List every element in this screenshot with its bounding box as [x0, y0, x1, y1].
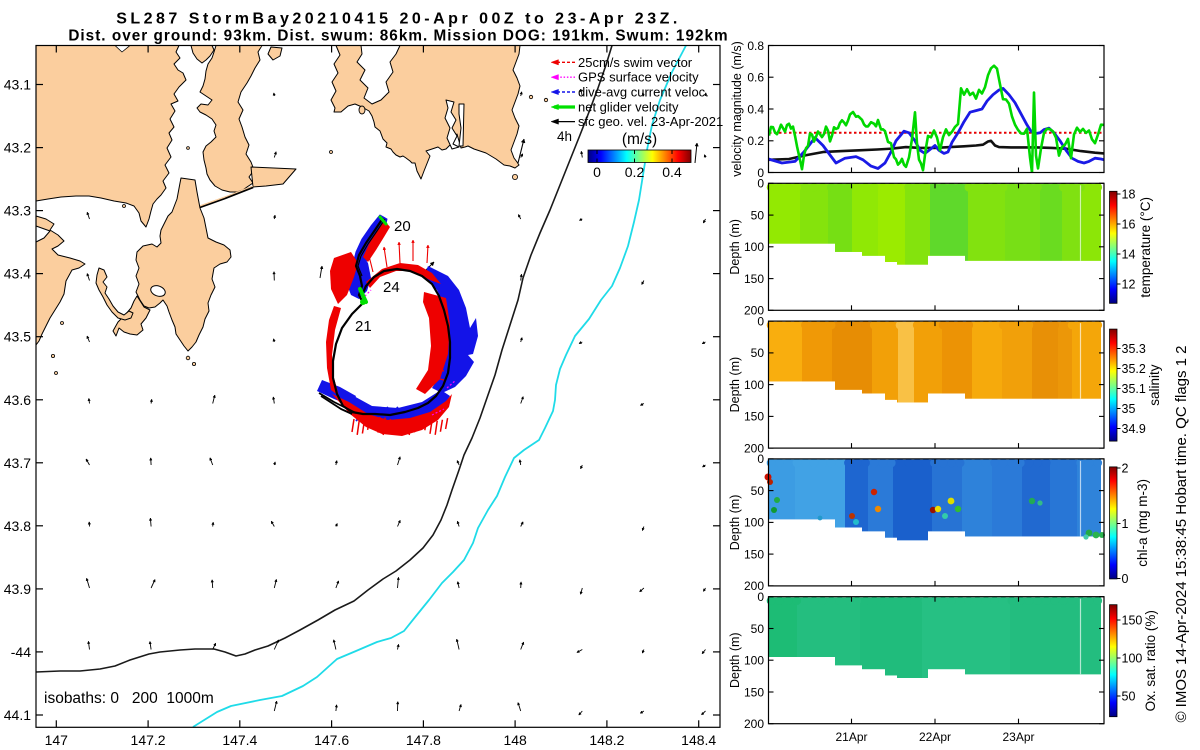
svg-text:0.4: 0.4 [747, 102, 764, 116]
svg-text:1: 1 [1122, 517, 1129, 531]
svg-text:Depth (m): Depth (m) [728, 219, 742, 275]
svg-text:150: 150 [744, 547, 764, 561]
svg-text:43.8: 43.8 [4, 518, 31, 534]
svg-text:22Apr: 22Apr [919, 730, 951, 744]
svg-text:dive-avg current veloc.: dive-avg current veloc. [578, 85, 709, 100]
svg-text:4h: 4h [557, 129, 572, 144]
svg-text:43.2: 43.2 [4, 140, 31, 156]
svg-text:0.4: 0.4 [662, 164, 682, 180]
svg-text:net glider velocity: net glider velocity [578, 100, 679, 115]
svg-text:200: 200 [744, 579, 764, 593]
svg-text:Depth (m): Depth (m) [728, 632, 742, 688]
svg-text:0: 0 [757, 452, 764, 466]
svg-text:0: 0 [757, 314, 764, 328]
svg-text:43.3: 43.3 [4, 203, 31, 219]
svg-text:200: 200 [744, 304, 764, 318]
svg-text:150: 150 [744, 685, 764, 699]
svg-text:12: 12 [1122, 278, 1136, 292]
svg-text:148: 148 [503, 732, 527, 748]
svg-text:100: 100 [744, 654, 764, 668]
svg-text:35: 35 [1122, 402, 1136, 416]
svg-text:Dist. over ground: 93km. Dist.: Dist. over ground: 93km. Dist. swum: 86k… [68, 28, 728, 45]
svg-text:0.2: 0.2 [625, 164, 645, 180]
svg-text:18: 18 [1122, 188, 1136, 202]
svg-text:21Apr: 21Apr [835, 730, 867, 744]
svg-text:Depth (m): Depth (m) [728, 495, 742, 551]
svg-text:35.1: 35.1 [1122, 382, 1146, 396]
svg-text:-44: -44 [11, 644, 31, 660]
svg-text:35.2: 35.2 [1122, 362, 1146, 376]
svg-text:20: 20 [394, 218, 411, 235]
svg-text:43.7: 43.7 [4, 455, 31, 471]
svg-text:23Apr: 23Apr [1002, 730, 1034, 744]
svg-text:100: 100 [744, 516, 764, 530]
svg-text:SL287 StormBay20210415 20-Apr: SL287 StormBay20210415 20-Apr 00Z to 23-… [116, 11, 681, 28]
svg-text:isobaths: 0 200 1000m: isobaths: 0 200 1000m [44, 690, 214, 707]
svg-text:0.8: 0.8 [747, 39, 764, 53]
svg-text:GPS surface velocity: GPS surface velocity [578, 70, 699, 85]
svg-text:34.9: 34.9 [1122, 422, 1146, 436]
svg-text:(m/s): (m/s) [622, 131, 657, 148]
svg-text:Depth (m): Depth (m) [728, 357, 742, 413]
svg-text:147.8: 147.8 [406, 732, 441, 748]
svg-text:2: 2 [1122, 462, 1129, 476]
svg-text:147.2: 147.2 [131, 732, 166, 748]
svg-text:salinity: salinity [1147, 364, 1162, 406]
svg-text:velocity magnitude (m/s): velocity magnitude (m/s) [730, 41, 744, 176]
svg-text:© IMOS 14-Apr-2024 15:38:45 Ho: © IMOS 14-Apr-2024 15:38:45 Hobart time.… [1173, 345, 1190, 722]
svg-text:44.1: 44.1 [4, 707, 31, 723]
svg-text:148.2: 148.2 [589, 732, 624, 748]
svg-text:200: 200 [744, 441, 764, 455]
svg-text:chl-a (mg m-3): chl-a (mg m-3) [1135, 479, 1150, 567]
svg-text:148.4: 148.4 [681, 732, 716, 748]
svg-text:0: 0 [1122, 572, 1129, 586]
svg-text:100: 100 [744, 378, 764, 392]
svg-text:50: 50 [751, 484, 765, 498]
svg-text:150: 150 [744, 410, 764, 424]
svg-text:0: 0 [757, 166, 764, 180]
svg-text:43.6: 43.6 [4, 392, 31, 408]
svg-text:0: 0 [757, 590, 764, 604]
svg-text:50: 50 [751, 622, 765, 636]
svg-text:150: 150 [744, 272, 764, 286]
svg-text:43.9: 43.9 [4, 581, 31, 597]
svg-text:sfc geo. vel. 23-Apr-2021: sfc geo. vel. 23-Apr-2021 [578, 114, 723, 129]
svg-text:43.5: 43.5 [4, 329, 31, 345]
svg-text:100: 100 [1122, 652, 1143, 666]
svg-text:16: 16 [1122, 218, 1136, 232]
svg-text:temperature (°C): temperature (°C) [1138, 197, 1153, 298]
svg-text:100: 100 [744, 240, 764, 254]
svg-text:50: 50 [1122, 690, 1136, 704]
svg-text:35.3: 35.3 [1122, 342, 1146, 356]
svg-text:147.6: 147.6 [314, 732, 349, 748]
svg-text:0.6: 0.6 [747, 71, 764, 85]
svg-text:150: 150 [1122, 614, 1143, 628]
svg-text:43.1: 43.1 [4, 77, 31, 93]
svg-text:50: 50 [751, 208, 765, 222]
svg-text:25cm/s swim vector: 25cm/s swim vector [578, 55, 693, 70]
svg-text:0.2: 0.2 [747, 134, 764, 148]
svg-text:43.4: 43.4 [4, 266, 31, 282]
svg-text:50: 50 [751, 346, 765, 360]
svg-text:200: 200 [744, 717, 764, 731]
svg-text:147: 147 [45, 732, 69, 748]
svg-text:147.4: 147.4 [222, 732, 257, 748]
svg-text:0: 0 [593, 164, 601, 180]
svg-text:24: 24 [383, 279, 400, 296]
svg-text:Ox. sat. ratio (%): Ox. sat. ratio (%) [1143, 610, 1158, 711]
svg-text:14: 14 [1122, 248, 1136, 262]
svg-text:0: 0 [757, 177, 764, 191]
svg-text:21: 21 [355, 318, 372, 335]
